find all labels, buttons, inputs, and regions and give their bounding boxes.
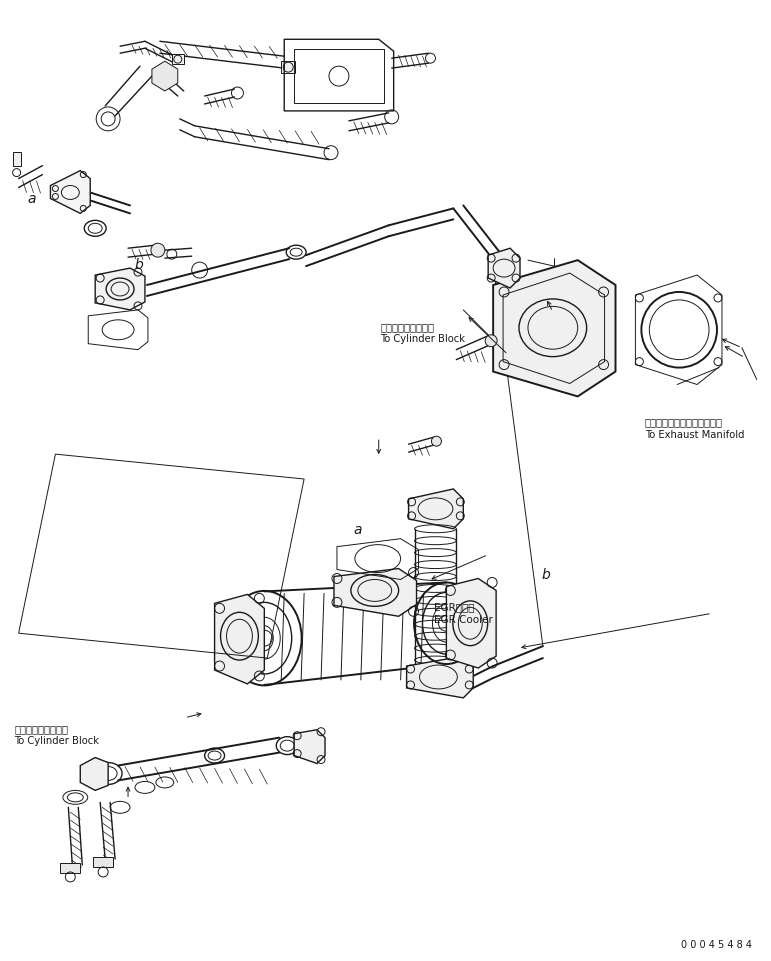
Bar bbox=[172, 55, 183, 65]
Polygon shape bbox=[50, 171, 90, 214]
Polygon shape bbox=[493, 260, 615, 397]
Polygon shape bbox=[152, 62, 178, 92]
Text: a: a bbox=[354, 522, 362, 536]
Polygon shape bbox=[214, 595, 264, 684]
Polygon shape bbox=[295, 730, 325, 764]
Bar bbox=[93, 857, 113, 867]
Text: シリンダブロックへ: シリンダブロックへ bbox=[380, 321, 434, 332]
Text: To Cylinder Block: To Cylinder Block bbox=[380, 333, 466, 344]
Text: EGRクーラ: EGRクーラ bbox=[434, 602, 475, 611]
Polygon shape bbox=[488, 249, 520, 288]
Bar bbox=[281, 62, 295, 74]
Text: 0 0 0 4 5 4 8 4: 0 0 0 4 5 4 8 4 bbox=[682, 939, 752, 949]
Text: To Cylinder Block: To Cylinder Block bbox=[15, 735, 99, 746]
Text: エキゾーストマニホールドへ: エキゾーストマニホールドへ bbox=[645, 417, 723, 427]
Text: To Exhaust Manifold: To Exhaust Manifold bbox=[645, 430, 745, 439]
Polygon shape bbox=[80, 758, 108, 791]
Text: b: b bbox=[541, 567, 550, 581]
Text: a: a bbox=[28, 192, 36, 207]
Polygon shape bbox=[446, 579, 496, 668]
Text: EGR Cooler: EGR Cooler bbox=[434, 614, 493, 624]
Circle shape bbox=[485, 335, 497, 347]
Polygon shape bbox=[406, 656, 473, 698]
Circle shape bbox=[432, 436, 442, 447]
Bar bbox=[60, 863, 80, 873]
Polygon shape bbox=[409, 489, 463, 530]
Bar bbox=[12, 153, 21, 166]
Polygon shape bbox=[95, 269, 145, 310]
Polygon shape bbox=[334, 569, 416, 617]
Text: b: b bbox=[135, 258, 143, 271]
Text: シリンダブロックへ: シリンダブロックへ bbox=[15, 723, 69, 733]
Circle shape bbox=[151, 244, 165, 258]
